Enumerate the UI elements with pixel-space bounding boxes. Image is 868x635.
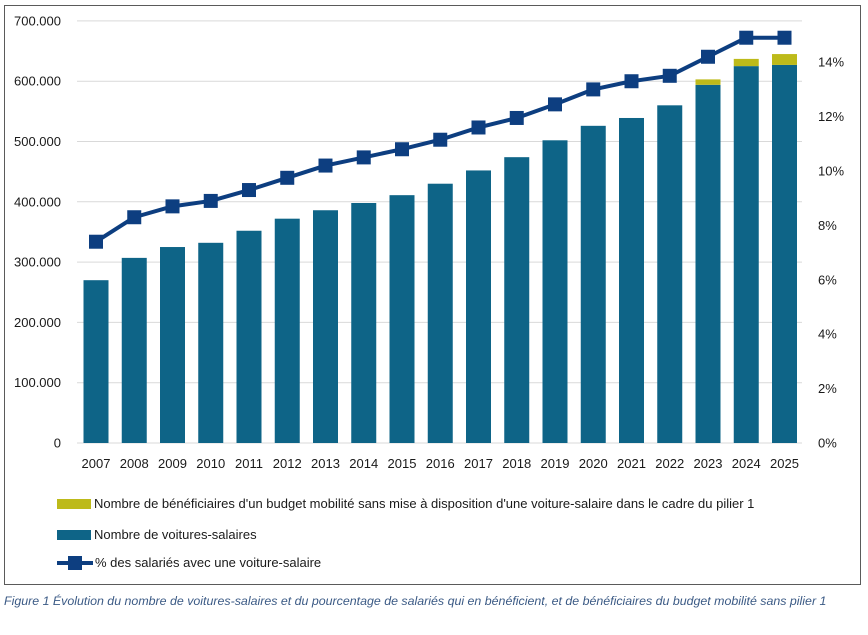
bar-voitures-salaires [121, 257, 147, 443]
line-marker [356, 150, 371, 165]
line-marker [433, 132, 448, 147]
legend-swatch-line-marker-icon [57, 555, 93, 570]
bar-voitures-salaires [389, 195, 415, 443]
bar-voitures-salaires [198, 242, 224, 443]
y-tick-label: 500.000 [14, 134, 61, 149]
line-marker [280, 170, 295, 185]
line-marker [471, 120, 486, 135]
y2-tick-label: 10% [818, 164, 844, 179]
bar-voitures-salaires [772, 64, 797, 443]
y2-tick-label: 8% [818, 218, 837, 233]
bar-voitures-salaires [351, 203, 377, 443]
x-tick-label: 2017 [464, 456, 493, 471]
line-marker [242, 183, 256, 198]
line-marker [395, 142, 409, 157]
bars [83, 54, 797, 444]
bar-voitures-salaires [619, 117, 644, 443]
y-tick-label: 0 [54, 436, 61, 451]
x-tick-label: 2019 [541, 456, 570, 471]
y2-tick-label: 6% [818, 272, 837, 287]
x-axis: 2007 2008 2009 2010 2011 2012 2013 2014 2015 2016… [82, 456, 799, 471]
line-marker [127, 210, 142, 225]
y-tick-label: 700.000 [14, 13, 61, 28]
y-axis-right: 0% 2% 4% 6% 8% 10% 12% 14% [818, 55, 844, 451]
bar-budget-mobilite [772, 54, 797, 65]
figure-caption: Figure 1 Évolution du nombre de voitures… [4, 594, 827, 608]
line-marker [662, 68, 677, 83]
legend-item-budget-mobilite: Nombre de bénéficiaires d'un budget mobi… [57, 496, 754, 511]
bar-budget-mobilite [733, 58, 759, 67]
line-marker [165, 199, 180, 214]
x-tick-label: 2011 [235, 456, 263, 471]
bar-voitures-salaires [733, 66, 759, 443]
bar-voitures-salaires [274, 218, 300, 443]
y-tick-label: 200.000 [14, 315, 61, 330]
x-tick-label: 2010 [196, 456, 225, 471]
bar-voitures-salaires [236, 230, 262, 443]
bar-voitures-salaires [427, 183, 453, 443]
y2-tick-label: 4% [818, 327, 837, 342]
bar-voitures-salaires [83, 280, 109, 443]
bar-voitures-salaires [504, 157, 530, 444]
line-marker [739, 30, 754, 45]
legend-swatch-budget-mobilite [57, 498, 91, 509]
x-tick-label: 2012 [273, 456, 302, 471]
line-series [89, 30, 792, 249]
bar-voitures-salaires [542, 140, 568, 443]
bar-voitures-salaires [313, 210, 338, 443]
line-marker [777, 30, 792, 45]
line-marker [318, 158, 333, 173]
line-marker [701, 49, 715, 64]
legend-label-pct-salaries: % des salariés avec une voiture-salaire [95, 555, 322, 570]
x-tick-label: 2013 [311, 456, 340, 471]
y2-tick-label: 14% [818, 55, 844, 70]
x-tick-label: 2020 [579, 456, 608, 471]
y-tick-label: 100.000 [14, 375, 61, 390]
y-tick-label: 300.000 [14, 255, 61, 270]
x-tick-label: 2008 [120, 456, 149, 471]
x-tick-label: 2014 [349, 456, 378, 471]
x-tick-label: 2009 [158, 456, 187, 471]
legend-label-budget-mobilite: Nombre de bénéficiaires d'un budget mobi… [94, 496, 755, 511]
line-marker [89, 234, 103, 249]
bar-voitures-salaires [695, 84, 721, 444]
bar-voitures-salaires [160, 247, 185, 443]
line-marker [586, 82, 601, 97]
legend-swatch-voitures-salaires [57, 529, 91, 540]
x-tick-label: 2015 [388, 456, 417, 471]
y2-tick-label: 12% [818, 109, 844, 124]
x-tick-label: 2022 [655, 456, 684, 471]
y-tick-label: 600.000 [14, 74, 61, 89]
y-tick-label: 400.000 [14, 194, 61, 209]
y2-tick-label: 0% [818, 436, 837, 451]
x-tick-label: 2024 [732, 456, 761, 471]
x-tick-label: 2021 [617, 456, 646, 471]
legend-item-voitures-salaires: Nombre de voitures-salaires [57, 527, 257, 542]
x-tick-label: 2018 [502, 456, 531, 471]
y2-tick-label: 2% [818, 381, 837, 396]
line-marker [624, 74, 639, 89]
chart: 0 100.000 200.000 300.000 400.000 500.000 600.… [14, 13, 844, 471]
y-axis-left: 0 100.000 200.000 300.000 400.000 500.000 600.… [14, 13, 61, 450]
legend-label-voitures-salaires: Nombre de voitures-salaires [94, 527, 257, 542]
line-marker [203, 193, 218, 208]
line-marker [509, 110, 524, 125]
x-tick-label: 2023 [694, 456, 723, 471]
line-marker [548, 97, 562, 112]
bar-voitures-salaires [466, 170, 491, 443]
legend-item-pct-salaries: % des salariés avec une voiture-salaire [57, 555, 321, 570]
x-tick-label: 2016 [426, 456, 455, 471]
bar-budget-mobilite [695, 79, 721, 85]
x-tick-label: 2007 [82, 456, 111, 471]
bar-voitures-salaires [657, 105, 683, 443]
x-tick-label: 2025 [770, 456, 799, 471]
bar-voitures-salaires [580, 125, 606, 444]
